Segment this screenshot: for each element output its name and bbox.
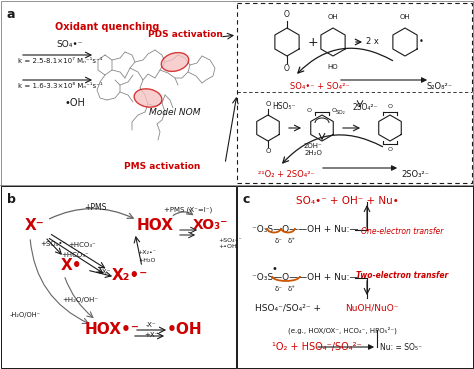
Text: δ⁻: δ⁻	[275, 238, 283, 244]
Text: +: +	[308, 35, 319, 48]
Text: HSO₄⁻/SO₄²⁻ +: HSO₄⁻/SO₄²⁻ +	[255, 303, 324, 313]
Text: +X⁻: +X⁻	[96, 269, 110, 275]
Text: 2 x: 2 x	[365, 38, 378, 46]
Text: SO₄•⁻ + SO₄²⁻: SO₄•⁻ + SO₄²⁻	[290, 82, 350, 91]
Text: HOX: HOX	[137, 217, 173, 232]
Text: k = 2.5-8.1×10⁷ Mₙ⁻¹s⁻¹: k = 2.5-8.1×10⁷ Mₙ⁻¹s⁻¹	[18, 58, 102, 64]
Text: b: b	[7, 193, 16, 206]
Text: 2OH⁻: 2OH⁻	[304, 143, 322, 149]
Text: PMS activation: PMS activation	[124, 162, 200, 171]
Text: Model NOM: Model NOM	[149, 108, 201, 117]
Text: SO₄•⁻ + OH⁻ + Nu•: SO₄•⁻ + OH⁻ + Nu•	[296, 196, 398, 206]
Text: +X₂•⁻: +X₂•⁻	[137, 251, 156, 255]
Text: 2SO₄²⁻: 2SO₄²⁻	[352, 103, 378, 112]
Text: 2SO₃²⁻: 2SO₃²⁻	[401, 170, 429, 179]
Text: ¹O₂ + HSO₄⁻/SO₄²⁻: ¹O₂ + HSO₄⁻/SO₄²⁻	[272, 342, 362, 352]
Text: HO: HO	[328, 64, 338, 70]
Text: O: O	[332, 107, 337, 113]
Ellipse shape	[161, 52, 189, 72]
Text: +PMS: +PMS	[84, 203, 106, 211]
Text: a: a	[7, 8, 16, 21]
Text: ²¹O₂ + 2SO₄²⁻: ²¹O₂ + 2SO₄²⁻	[258, 170, 315, 179]
Text: δ⁺: δ⁺	[288, 238, 296, 244]
Text: SO₂: SO₂	[336, 110, 346, 115]
Text: XO₃⁻: XO₃⁻	[192, 218, 228, 232]
Text: PDS activation: PDS activation	[147, 30, 222, 39]
Text: SO₄•⁻: SO₄•⁻	[57, 40, 83, 49]
Text: •OH: •OH	[167, 323, 203, 338]
Text: +PMS (X⁻=I⁻): +PMS (X⁻=I⁻)	[164, 207, 212, 213]
Text: Nu: = SO₅⁻: Nu: = SO₅⁻	[380, 343, 422, 352]
Text: δ⁺: δ⁺	[288, 286, 296, 292]
Text: O: O	[265, 148, 271, 154]
Text: +H₂O: +H₂O	[138, 258, 156, 262]
Text: HOX•⁻: HOX•⁻	[84, 323, 139, 338]
Text: ⁻O₃S—O——OH + Nu:—: ⁻O₃S—O——OH + Nu:—	[252, 273, 358, 283]
Text: +SO₄•⁻: +SO₄•⁻	[218, 238, 242, 242]
Text: 2H₂O: 2H₂O	[304, 150, 322, 156]
Text: ⁻O₃S—O——OH + Nu:—: ⁻O₃S—O——OH + Nu:—	[252, 225, 358, 235]
Text: O: O	[307, 107, 312, 113]
Text: +H₂O/OH⁻: +H₂O/OH⁻	[62, 297, 98, 303]
Ellipse shape	[134, 89, 162, 107]
Text: O: O	[265, 101, 271, 107]
Text: δ⁻: δ⁻	[275, 286, 283, 292]
Text: -H₂O/OH⁻: -H₂O/OH⁻	[10, 312, 41, 318]
Text: +HCO₃⁻: +HCO₃⁻	[68, 242, 96, 248]
Text: (e.g., HOX/OX⁻, HCO₄⁻, HPO₅²⁻): (e.g., HOX/OX⁻, HCO₄⁻, HPO₅²⁻)	[288, 326, 396, 334]
Text: O: O	[284, 10, 290, 19]
Text: •: •	[419, 38, 424, 46]
Text: Two-electron transfer: Two-electron transfer	[356, 272, 448, 280]
Text: X•: X•	[61, 258, 83, 272]
Text: O: O	[388, 147, 392, 152]
Text: Oxidant quenching: Oxidant quenching	[55, 22, 159, 32]
Text: HSO₅⁻: HSO₅⁻	[272, 102, 295, 111]
Text: +X⁻: +X⁻	[144, 332, 158, 338]
Text: X₂•⁻: X₂•⁻	[112, 268, 148, 283]
Text: NuOH/NuO⁻: NuOH/NuO⁻	[345, 303, 399, 313]
Text: +SO₄•⁻: +SO₄•⁻	[40, 241, 66, 247]
Text: One-electron transfer: One-electron transfer	[361, 228, 443, 237]
Text: c: c	[243, 193, 250, 206]
Text: S₂O₈²⁻: S₂O₈²⁻	[427, 82, 453, 91]
Text: O: O	[284, 64, 290, 73]
Text: •OH: •OH	[64, 98, 85, 108]
Text: +•OH: +•OH	[218, 245, 237, 249]
Text: O: O	[388, 104, 392, 109]
Text: OH: OH	[328, 14, 338, 20]
Text: +HCO₃⁻: +HCO₃⁻	[61, 252, 89, 258]
Text: OH: OH	[400, 14, 410, 20]
Text: k = 1.6-3.3×10⁸ Mₙ⁻¹s⁻¹: k = 1.6-3.3×10⁸ Mₙ⁻¹s⁻¹	[18, 83, 103, 89]
Text: X⁻: X⁻	[25, 217, 45, 232]
Text: •: •	[271, 264, 277, 274]
Text: -X⁻: -X⁻	[146, 322, 156, 328]
